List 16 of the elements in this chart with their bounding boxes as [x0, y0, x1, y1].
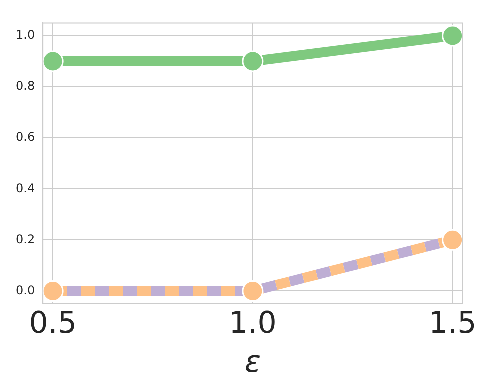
x-tick-label: 1.5 — [428, 306, 477, 341]
y-tick-label: 0.8 — [16, 79, 36, 94]
point — [42, 280, 64, 302]
point — [242, 50, 264, 72]
point — [442, 25, 464, 47]
x-axis-title: ε — [244, 344, 262, 380]
x-tick-label: 0.5 — [29, 306, 77, 341]
point — [242, 280, 264, 302]
y-tick-label: 0.0 — [16, 283, 36, 298]
y-tick-label: 0.2 — [16, 232, 36, 246]
x-tick-label: 1.0 — [229, 306, 277, 341]
y-tick-label: 0.4 — [16, 181, 36, 196]
point — [442, 229, 464, 251]
y-tick-label: 0.6 — [16, 130, 36, 144]
y-tick-label: 1.0 — [16, 28, 36, 42]
point — [42, 50, 64, 72]
